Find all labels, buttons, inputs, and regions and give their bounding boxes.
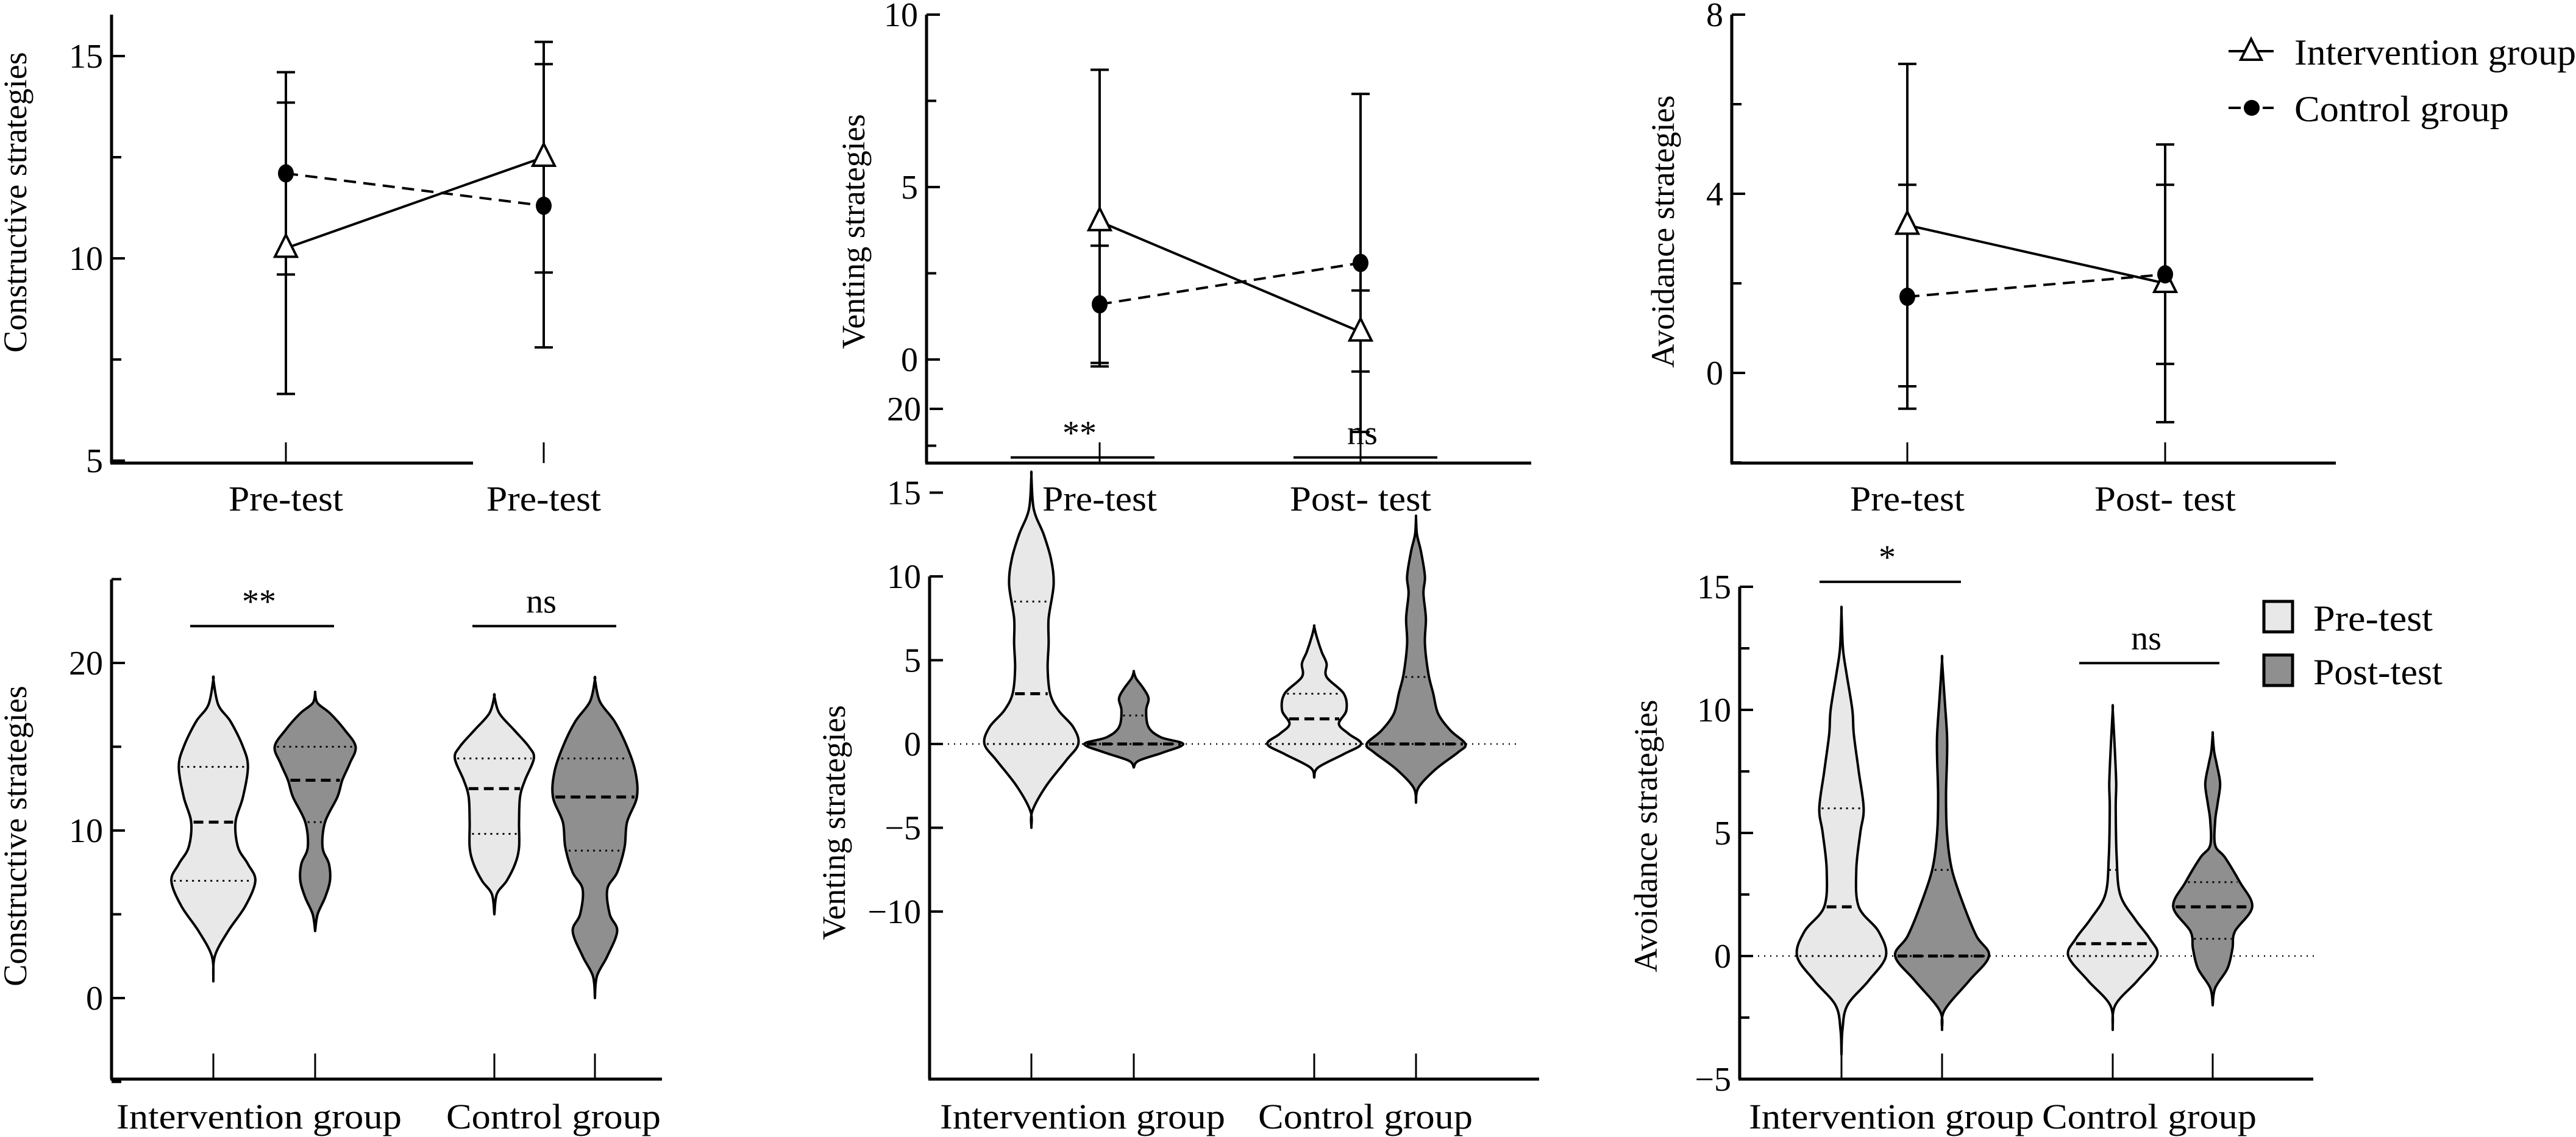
legend-label: Post-test <box>2313 652 2443 692</box>
intervention-point <box>272 232 299 258</box>
significance-label: ns <box>1347 414 1378 452</box>
violin-post <box>1083 670 1184 769</box>
y-tick-label: 20 <box>69 645 103 682</box>
y-tick-label: 10 <box>69 240 103 278</box>
y-tick-label: 0 <box>901 341 918 379</box>
violin-pre <box>2066 704 2159 1032</box>
intervention-line <box>1099 220 1361 333</box>
control-line <box>1907 273 2166 299</box>
y-tick-label: 5 <box>1714 815 1731 852</box>
intervention-line <box>1907 224 2166 285</box>
y-tick-label: 4 <box>1706 175 1723 213</box>
y-tick-label: 15 <box>69 38 103 76</box>
legend-label: Intervention group <box>2294 32 2576 73</box>
y-tick-label: −5 <box>884 810 921 848</box>
y-tick-label: 10 <box>69 812 103 850</box>
group-label: Intervention group <box>116 1097 402 1136</box>
y-tick-label: −10 <box>867 893 921 931</box>
violin-post <box>2172 731 2254 1007</box>
y-tick-label: 5 <box>901 169 918 207</box>
panel-5: −10 −5 0 5 10 15 20 Venting strategies Intervent… <box>816 391 1539 1136</box>
control-line <box>285 172 544 207</box>
y-tick-label: 0 <box>1714 938 1731 976</box>
violin-post <box>1894 654 1990 1032</box>
y-tick-label: 10 <box>1697 692 1731 729</box>
legend-bottom: Pre-test Post-test <box>2262 598 2443 692</box>
control-point <box>1092 295 1108 314</box>
significance-label: ns <box>526 583 557 621</box>
legend-label: Pre-test <box>2313 598 2433 639</box>
y-tick-label: 15 <box>887 475 921 512</box>
intervention-point <box>1347 316 1374 342</box>
panel-2: 0 5 10 Venting strategies Pre-test Post- test <box>835 0 1531 519</box>
panel-4: 0 10 20 Constructive strategies Intervention… <box>0 578 662 1136</box>
legend-label: Control group <box>2294 89 2509 129</box>
significance-label: ** <box>1062 414 1097 452</box>
panel-1: 5 10 15 Constructive strategies Pre-test Pre-… <box>0 15 601 519</box>
group-label: Control group <box>446 1097 661 1136</box>
legend-item-intervention: Intervention group <box>2229 32 2576 73</box>
significance-label: * <box>1879 539 1896 576</box>
control-line <box>1099 261 1361 306</box>
significance-label: ns <box>2131 620 2161 657</box>
group-label: Control group <box>1258 1097 1473 1136</box>
legend-item-post-test: Post-test <box>2262 652 2443 692</box>
post-test-swatch-icon <box>2262 653 2294 687</box>
control-point <box>278 164 294 183</box>
x-tick-label: Pre-test <box>486 479 601 519</box>
group-label: Intervention group <box>1749 1097 2034 1136</box>
y-tick-label: 5 <box>86 442 103 480</box>
control-point <box>2157 265 2173 284</box>
panel-6: −5 0 5 10 15 Avoidance strategies Intervention… <box>1628 539 2316 1136</box>
open-triangle-icon <box>2238 36 2264 61</box>
y-tick-label: −5 <box>1695 1061 1731 1099</box>
group-label: Intervention group <box>940 1097 1225 1136</box>
violin-pre <box>454 693 535 916</box>
control-point <box>1353 253 1368 272</box>
filled-circle-icon <box>2244 100 2260 116</box>
control-point <box>1899 288 1915 306</box>
y-tick-label: 0 <box>904 726 921 763</box>
x-tick-label: Post- test <box>2094 479 2236 519</box>
y-axis-label: Avoidance strategies <box>1645 95 1681 367</box>
violin-post <box>1365 514 1467 804</box>
pre-test-swatch-icon <box>2262 600 2294 634</box>
y-axis-label: Venting strategies <box>816 705 852 940</box>
control-point <box>536 196 552 215</box>
violin-post <box>551 676 639 999</box>
intervention-point <box>530 141 557 167</box>
intervention-point <box>1894 208 1921 235</box>
panel-3: 0 4 8 Avoidance strategies Pre-test Post- tes… <box>1645 0 2336 519</box>
violin-pre <box>170 675 257 983</box>
legend-item-control: Control group <box>2229 89 2509 129</box>
y-tick-label: 15 <box>1697 568 1731 606</box>
legend-top: Intervention group Control group <box>2229 32 2576 129</box>
y-tick-label: 0 <box>86 980 103 1018</box>
x-tick-label: Pre-test <box>1850 479 1965 519</box>
legend-item-pre-test: Pre-test <box>2262 598 2433 639</box>
x-tick-label: Post- test <box>1290 479 1431 519</box>
y-axis-label: Constructive strategies <box>0 685 34 986</box>
violin-pre <box>1795 605 1888 1056</box>
y-tick-label: 8 <box>1706 0 1723 34</box>
x-tick-label: Pre-test <box>1042 479 1157 519</box>
violin-pre <box>983 470 1080 829</box>
y-tick-label: 5 <box>904 642 921 680</box>
y-axis-label: Constructive strategies <box>0 52 34 352</box>
y-tick-label: 10 <box>887 558 921 596</box>
y-axis-label: Avoidance strategies <box>1628 700 1664 972</box>
significance-label: ** <box>242 583 276 621</box>
violin-post <box>273 690 357 932</box>
group-label: Control group <box>2042 1097 2257 1136</box>
y-tick-label: 10 <box>884 0 918 34</box>
intervention-point <box>1086 205 1113 232</box>
y-tick-label: 20 <box>887 391 921 428</box>
y-tick-label: 0 <box>1706 355 1723 392</box>
violin-pre <box>1266 624 1362 779</box>
y-axis-label: Venting strategies <box>835 114 872 349</box>
intervention-line <box>285 156 544 250</box>
x-tick-label: Pre-test <box>229 479 343 519</box>
